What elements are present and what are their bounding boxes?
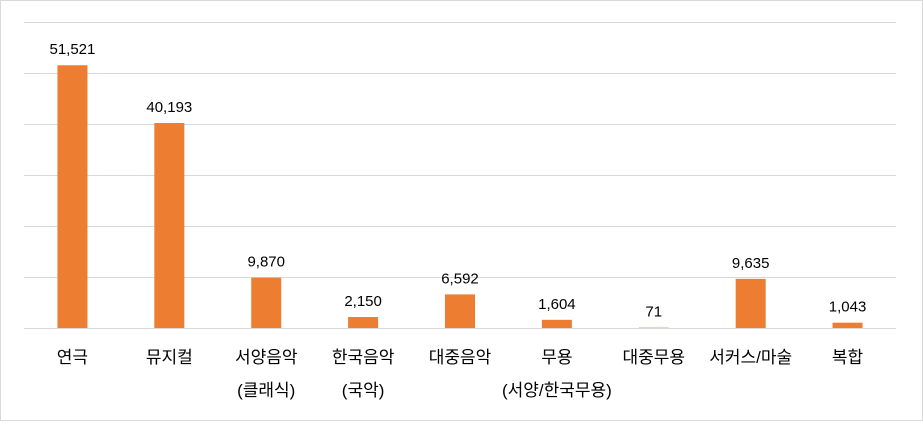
data-label: 71 bbox=[645, 304, 662, 321]
bar bbox=[251, 278, 281, 328]
category-label: (서양/한국무용) bbox=[502, 381, 612, 400]
bar bbox=[445, 294, 475, 328]
category-label: 서커스/마술 bbox=[709, 348, 792, 367]
bar bbox=[348, 317, 378, 328]
category-label: 복합 bbox=[832, 348, 864, 367]
data-label: 51,521 bbox=[49, 41, 95, 58]
data-label: 9,635 bbox=[732, 255, 770, 272]
data-label: 1,604 bbox=[538, 296, 576, 313]
data-label: 1,043 bbox=[829, 299, 867, 316]
bar bbox=[833, 323, 863, 328]
bar bbox=[57, 65, 87, 328]
category-labels: 연극 뮤지컬 서양음악 (클래식) 한국음악 (국악) 대중음악 무용 (서양/한국무용) 대중무… bbox=[57, 348, 864, 400]
category-label: 뮤지컬 bbox=[146, 348, 193, 367]
category-label: (클래식) bbox=[237, 381, 295, 400]
data-label: 9,870 bbox=[247, 254, 285, 271]
category-label: 연극 bbox=[57, 348, 88, 367]
category-label: 대중음악 bbox=[429, 348, 492, 367]
data-label: 2,150 bbox=[344, 293, 382, 310]
category-label: 서양음악 bbox=[235, 348, 298, 367]
category-label: 한국음악 bbox=[332, 348, 395, 367]
bar bbox=[154, 123, 184, 328]
category-label: (국악) bbox=[342, 381, 385, 400]
data-label: 40,193 bbox=[146, 99, 192, 116]
category-label: 대중무용 bbox=[622, 348, 685, 367]
bar bbox=[542, 320, 572, 328]
bar bbox=[736, 279, 766, 328]
data-label: 6,592 bbox=[441, 270, 479, 287]
category-label: 무용 bbox=[541, 348, 572, 367]
